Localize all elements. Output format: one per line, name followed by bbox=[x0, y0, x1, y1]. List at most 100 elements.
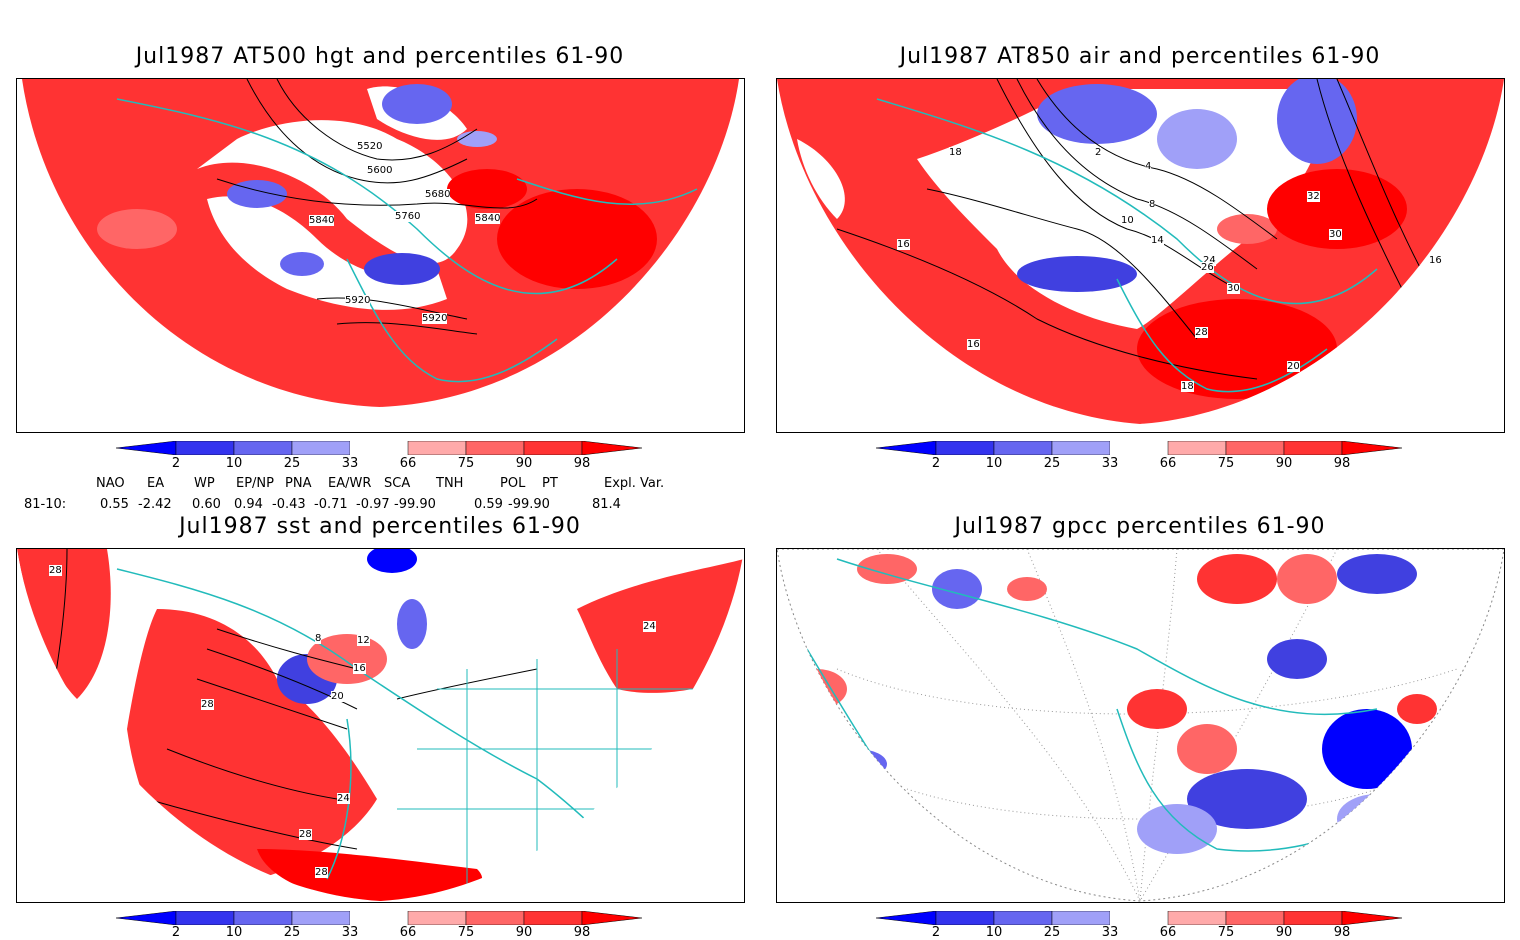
contour-label: 30 bbox=[1329, 229, 1342, 240]
panel-title-air: Jul1987 AT850 air and percentiles 61-90 bbox=[899, 44, 1381, 69]
contour-label: 5680 bbox=[425, 189, 451, 200]
contour-label: 14 bbox=[1151, 235, 1164, 246]
colorbar-tick: 75 bbox=[1217, 925, 1235, 940]
map-panel-gpcc bbox=[776, 548, 1505, 903]
colorbar-tick: 10 bbox=[985, 925, 1003, 940]
index-value: 0.94 bbox=[234, 497, 263, 512]
index-name: TNH bbox=[436, 476, 464, 491]
colorbar-tick: 10 bbox=[225, 456, 243, 471]
colorbar-tick: 33 bbox=[1101, 925, 1119, 940]
index-name: NAO bbox=[96, 476, 125, 491]
index-row-label: 81-10: bbox=[24, 497, 67, 512]
colorbar-tick: 90 bbox=[515, 925, 533, 940]
index-name: Expl. Var. bbox=[604, 476, 665, 491]
contour-label: 30 bbox=[1227, 283, 1240, 294]
contour-label: 5920 bbox=[345, 295, 371, 306]
contour-label: 16 bbox=[967, 339, 980, 350]
contour-label: 28 bbox=[315, 867, 328, 878]
index-value: -0.97 bbox=[356, 497, 390, 512]
colorbar-labels-hgt: 2 10 25 33 66 75 90 98 bbox=[116, 456, 642, 472]
index-value: 0.59 bbox=[474, 497, 503, 512]
contour-label: 24 bbox=[643, 621, 656, 632]
index-value: -0.43 bbox=[272, 497, 306, 512]
panel-title-hgt: Jul1987 AT500 hgt and percentiles 61-90 bbox=[135, 44, 625, 69]
contour-label: 20 bbox=[1287, 361, 1300, 372]
contour-label: 16 bbox=[353, 663, 366, 674]
contour-label: 16 bbox=[1429, 255, 1442, 266]
contour-label: 28 bbox=[1195, 327, 1208, 338]
contour-label: 26 bbox=[1201, 262, 1214, 273]
colorbar-gpcc bbox=[875, 910, 1403, 926]
index-value: 0.60 bbox=[192, 497, 221, 512]
colorbar-labels-air: 2 10 25 33 66 75 90 98 bbox=[876, 456, 1402, 472]
colorbar-tick: 98 bbox=[1333, 456, 1351, 471]
contour-label: 18 bbox=[949, 147, 962, 158]
contour-label: 28 bbox=[201, 699, 214, 710]
colorbar-tick: 10 bbox=[225, 925, 243, 940]
contour-label: 24 bbox=[1203, 255, 1216, 266]
contour-label: 4 bbox=[1145, 161, 1152, 172]
map-panel-hgt: 5520 5600 5680 5760 5840 5840 5920 5920 bbox=[16, 78, 745, 433]
contour-label: 16 bbox=[897, 239, 910, 250]
contour-label: 12 bbox=[357, 635, 370, 646]
colorbar-tick: 25 bbox=[283, 456, 301, 471]
colorbar-tick: 2 bbox=[931, 925, 941, 940]
contour-label: 5600 bbox=[367, 165, 393, 176]
contour-label: 5520 bbox=[357, 141, 383, 152]
contour-label: 32 bbox=[1307, 191, 1320, 202]
index-value: -99.90 bbox=[508, 497, 550, 512]
contour-label: 5760 bbox=[395, 211, 421, 222]
colorbar-tick: 2 bbox=[171, 456, 181, 471]
index-name: PT bbox=[542, 476, 558, 491]
index-value: -0.71 bbox=[314, 497, 348, 512]
colorbar-tick: 10 bbox=[985, 456, 1003, 471]
index-value: -2.42 bbox=[138, 497, 172, 512]
colorbar-tick: 75 bbox=[1217, 456, 1235, 471]
colorbar-tick: 25 bbox=[1043, 456, 1061, 471]
colorbar-tick: 75 bbox=[457, 456, 475, 471]
colorbar-tick: 2 bbox=[171, 925, 181, 940]
contour-label: 2 bbox=[1095, 147, 1102, 158]
colorbar-tick: 66 bbox=[1159, 925, 1177, 940]
panel-title-sst: Jul1987 sst and percentiles 61-90 bbox=[179, 514, 581, 539]
colorbar-tick: 33 bbox=[1101, 456, 1119, 471]
colorbar-sst bbox=[115, 910, 643, 926]
contour-label: 18 bbox=[1181, 381, 1194, 392]
index-names-row: NAO EA WP EP/NP PNA EA/WR SCA TNH POL PT… bbox=[0, 476, 700, 492]
colorbar-tick: 75 bbox=[457, 925, 475, 940]
colorbar-tick: 98 bbox=[573, 925, 591, 940]
colorbar-tick: 90 bbox=[1275, 925, 1293, 940]
contour-label: 24 bbox=[337, 793, 350, 804]
index-name: POL bbox=[500, 476, 526, 491]
colorbar-tick: 25 bbox=[283, 925, 301, 940]
contour-label: 5840 bbox=[475, 213, 501, 224]
index-name: WP bbox=[194, 476, 215, 491]
map-panel-air: 2 4 8 10 14 24 26 30 28 18 20 32 30 16 1… bbox=[776, 78, 1505, 433]
colorbar-labels-sst: 2 10 25 33 66 75 90 98 bbox=[116, 925, 642, 940]
colorbar-tick: 90 bbox=[515, 456, 533, 471]
contour-label: 5920 bbox=[422, 313, 448, 324]
contour-label: 8 bbox=[315, 633, 322, 644]
index-value: 0.55 bbox=[100, 497, 129, 512]
colorbar-tick: 33 bbox=[341, 925, 359, 940]
colorbar-tick: 98 bbox=[1333, 925, 1351, 940]
colorbar-tick: 25 bbox=[1043, 925, 1061, 940]
index-values-row: 81-10: 0.55 -2.42 0.60 0.94 -0.43 -0.71 … bbox=[0, 497, 700, 513]
colorbar-tick: 2 bbox=[931, 456, 941, 471]
colorbar-tick: 33 bbox=[341, 456, 359, 471]
index-name: EP/NP bbox=[236, 476, 274, 491]
index-name: PNA bbox=[285, 476, 312, 491]
colorbar-tick: 66 bbox=[399, 456, 417, 471]
contour-label: 10 bbox=[1121, 215, 1134, 226]
colorbar-tick: 66 bbox=[1159, 456, 1177, 471]
map-panel-sst: 28 8 12 16 20 28 24 28 28 24 bbox=[16, 548, 745, 903]
colorbar-tick: 98 bbox=[573, 456, 591, 471]
index-name: EA bbox=[147, 476, 165, 491]
index-value: 81.4 bbox=[592, 497, 621, 512]
index-name: EA/WR bbox=[328, 476, 372, 491]
colorbar-hgt bbox=[115, 440, 643, 456]
contour-label: 28 bbox=[299, 829, 312, 840]
colorbar-labels-gpcc: 2 10 25 33 66 75 90 98 bbox=[876, 925, 1402, 940]
contour-label: 5840 bbox=[309, 215, 335, 226]
colorbar-tick: 66 bbox=[399, 925, 417, 940]
